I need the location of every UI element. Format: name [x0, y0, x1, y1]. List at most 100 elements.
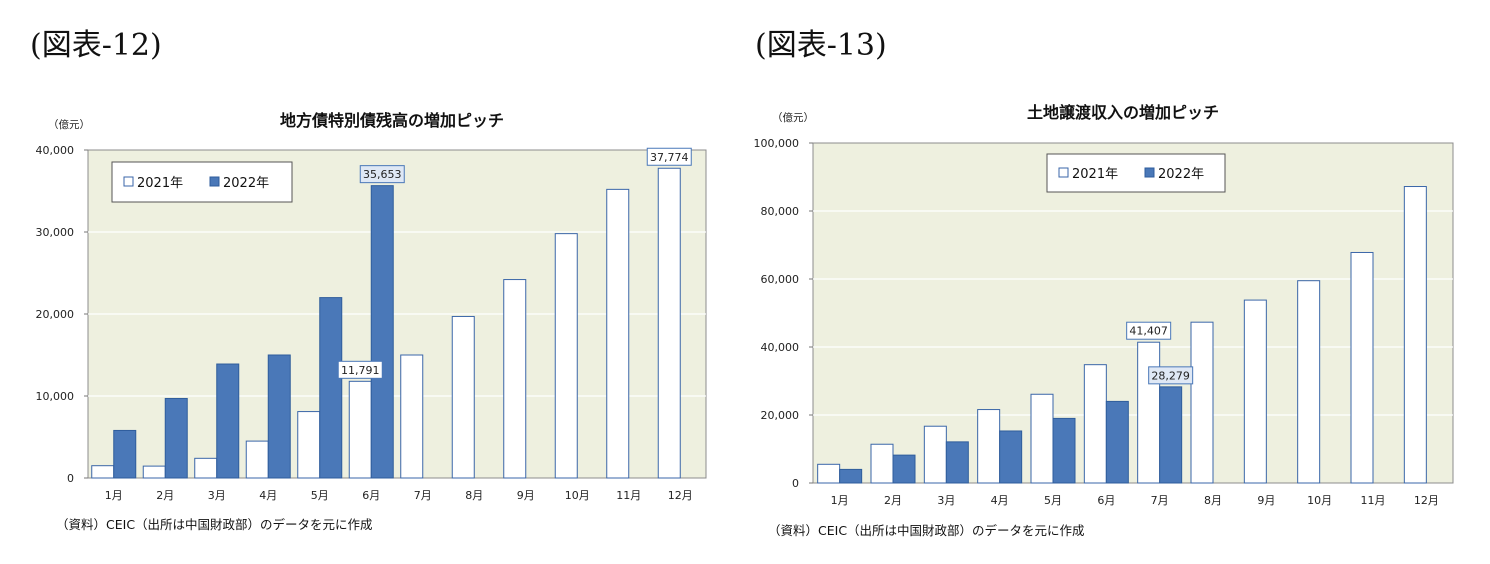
y-tick-label: 20,000 [761, 409, 800, 422]
y-tick-label: 40,000 [761, 341, 800, 354]
bar-2022 [1105, 400, 1129, 484]
bar-2022 [113, 429, 137, 479]
x-tick-label: 10月 [565, 489, 590, 502]
y-tick-label: 80,000 [761, 205, 800, 218]
y-tick-label: 20,000 [36, 308, 75, 321]
chart-title: 土地譲渡収入の増加ピッチ [1027, 103, 1219, 122]
legend-swatch-2022 [209, 176, 220, 187]
x-tick-label: 2月 [156, 489, 174, 502]
data-label: 11,791 [341, 364, 380, 377]
y-tick-label: 40,000 [36, 144, 75, 157]
y-tick-label: 10,000 [36, 390, 75, 403]
bar-2021 [91, 465, 115, 479]
legend-swatch-2021 [123, 176, 134, 187]
data-label: 41,407 [1129, 325, 1168, 338]
figure-13-source-note: （資料）CEIC（出所は中国財政部）のデータを元に作成 [768, 523, 1085, 538]
data-label-box [359, 165, 405, 184]
legend-box [111, 161, 293, 203]
x-tick-label: 7月 [414, 489, 432, 502]
x-tick-label: 7月 [1151, 494, 1169, 507]
y-tick-label: 60,000 [761, 273, 800, 286]
figure-13-chart: 土地譲渡収入の増加ピッチ （億元） 0 20,000 40,000 60,000 80,00… [754, 103, 1454, 507]
y-tick-label: 0 [792, 477, 799, 490]
bar-2021 [1030, 393, 1054, 484]
x-tick-label: 4月 [991, 494, 1009, 507]
bar-2022 [370, 185, 394, 479]
data-label: 28,279 [1151, 369, 1190, 382]
x-tick-label: 1月 [105, 489, 123, 502]
x-tick-label: 12月 [668, 489, 693, 502]
x-tick-label: 3月 [208, 489, 226, 502]
bar-2021 [348, 380, 372, 479]
figure-12-source-note: （資料）CEIC（出所は中国財政部）のデータを元に作成 [56, 517, 373, 532]
y-tick-label: 0 [67, 472, 74, 485]
bar-2021 [1297, 280, 1321, 484]
bar-2021 [1083, 364, 1107, 484]
bar-2021 [977, 409, 1001, 484]
x-tick-label: 4月 [259, 489, 277, 502]
bar-2021 [1403, 186, 1427, 484]
bar-2021 [400, 354, 424, 479]
x-tick-label: 12月 [1414, 494, 1439, 507]
legend-swatch-2021 [1058, 167, 1069, 178]
legend-label-2021: 2021年 [137, 176, 183, 191]
chart-title: 地方債特別債残高の増加ピッチ [280, 111, 504, 130]
plot-area [812, 142, 1454, 484]
x-tick-label: 11月 [616, 489, 641, 502]
bar-2021 [297, 411, 321, 479]
bar-2021 [451, 315, 475, 479]
legend-swatch-2022 [1144, 167, 1155, 178]
bar-2021 [606, 188, 630, 479]
data-label-box [1126, 321, 1172, 340]
figure-12-chart-panel: 地方債特別債残高の増加ピッチ （億元） 0 10,000 20,000 30,000 40,… [0, 96, 730, 520]
bar-2021 [503, 279, 527, 479]
x-tick-label: 1月 [831, 494, 849, 507]
figure-12-label: (図表-12) [30, 28, 162, 63]
x-tick-label: 8月 [465, 489, 483, 502]
y-axis-unit-label: （億元） [772, 111, 814, 124]
y-tick-label: 30,000 [36, 226, 75, 239]
data-label-box [646, 147, 692, 166]
x-tick-label: 6月 [362, 489, 380, 502]
bar-2021 [1190, 321, 1214, 484]
legend-label-2022: 2022年 [223, 176, 269, 191]
bar-2022 [164, 397, 188, 479]
bar-2021 [870, 443, 894, 484]
x-tick-label: 5月 [311, 489, 329, 502]
bar-2021 [554, 233, 578, 479]
bar-2022 [267, 354, 291, 479]
x-tick-label: 3月 [937, 494, 955, 507]
figure-13-label: (図表-13) [755, 28, 887, 63]
bar-2022 [216, 363, 240, 479]
bar-2021 [142, 465, 166, 479]
y-axis-unit-label: （億元） [48, 118, 90, 131]
bar-2022 [945, 441, 969, 484]
x-tick-label: 11月 [1361, 494, 1386, 507]
bar-2022 [1159, 386, 1183, 484]
bar-2021 [923, 425, 947, 484]
bar-2022 [999, 430, 1023, 484]
bar-2022 [319, 297, 343, 479]
bar-2021 [245, 440, 269, 479]
bar-2021 [657, 167, 681, 479]
bar-2022 [1052, 417, 1076, 484]
x-tick-label: 10月 [1307, 494, 1332, 507]
bar-2021 [1137, 341, 1161, 484]
data-label: 37,774 [650, 151, 689, 164]
figure-12-chart: 地方債特別債残高の増加ピッチ （億元） 0 10,000 20,000 30,000 40,… [36, 111, 707, 502]
bar-2021 [1243, 299, 1267, 484]
x-tick-label: 9月 [1257, 494, 1275, 507]
data-label-box [337, 360, 383, 379]
x-tick-label: 9月 [517, 489, 535, 502]
x-tick-label: 8月 [1204, 494, 1222, 507]
data-label-box [1148, 366, 1194, 385]
bar-2022 [892, 454, 916, 484]
y-tick-label: 100,000 [754, 137, 800, 150]
bar-2021 [1350, 251, 1374, 484]
figure-13-chart-panel: 土地譲渡収入の増加ピッチ （億元） 0 20,000 40,000 60,000 80,00… [745, 96, 1475, 520]
bar-2022 [839, 468, 863, 484]
x-tick-label: 2月 [884, 494, 902, 507]
legend-label-2021: 2021年 [1072, 167, 1118, 182]
bar-2021 [817, 463, 841, 484]
x-tick-label: 6月 [1097, 494, 1115, 507]
